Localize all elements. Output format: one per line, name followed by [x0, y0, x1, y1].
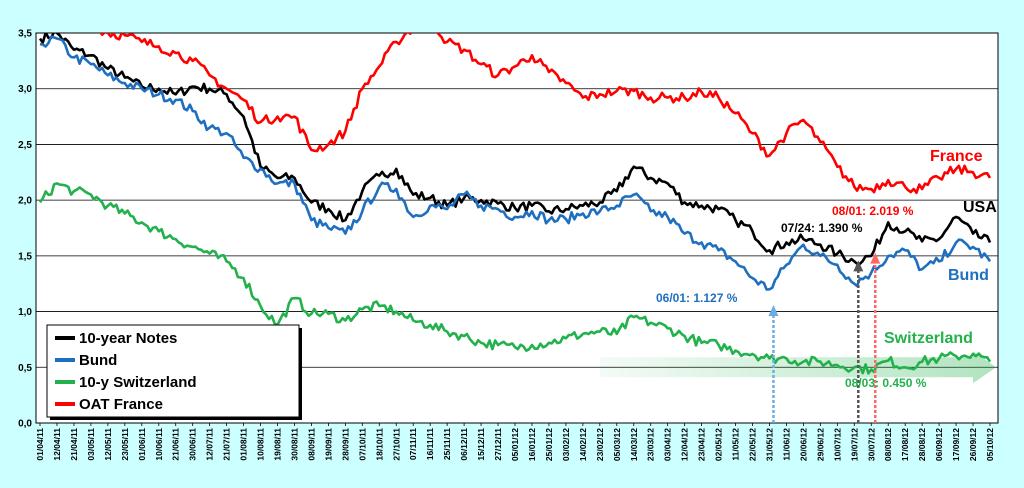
x-tick-label: 03/05/11	[86, 428, 96, 461]
x-tick-label: 19/08/11	[273, 428, 283, 461]
x-tick-label: 23/02/12	[595, 428, 605, 461]
x-tick-label: 07/10/11	[357, 428, 367, 461]
x-tick-label: 12/04/11	[52, 428, 62, 461]
annotation-guides	[768, 252, 881, 423]
x-tick-label: 29/06/12	[815, 428, 825, 461]
series-end-labels: France USA Bund Switzerland	[884, 148, 997, 347]
x-tick-label: 17/08/12	[900, 428, 910, 461]
x-tick-label: 22/05/12	[748, 428, 758, 461]
series-line-0	[38, 33, 992, 266]
x-tick-label: 16/11/11	[425, 428, 435, 460]
y-tick-label: 1,5	[18, 251, 32, 262]
series-end-label: Bund	[948, 267, 989, 284]
y-tick-label: 3,0	[18, 84, 32, 95]
x-tick-label: 17/09/12	[951, 428, 961, 461]
legend-entry: 10-y Switzerland	[79, 374, 197, 391]
series-line-1	[39, 35, 992, 291]
x-tick-label: 03/02/12	[561, 428, 571, 461]
x-tick-label: 14/03/12	[629, 428, 639, 461]
bund-low-guide-head	[768, 305, 779, 316]
annotation-label: 07/24: 1.390 %	[781, 221, 863, 235]
y-tick-label: 2,5	[18, 140, 32, 151]
series-line-2	[38, 182, 992, 375]
x-tick-label: 12/04/12	[680, 428, 690, 461]
x-tick-label: 06/12/11	[459, 428, 469, 461]
series-end-label: France	[930, 148, 983, 165]
x-tick-label: 30/08/11	[289, 428, 299, 461]
annotation-label: 08/03: 0.450 %	[845, 376, 927, 390]
france-low-guide-head	[870, 252, 881, 264]
x-tick-label: 07/11/11	[408, 428, 418, 460]
x-tick-label: 28/09/11	[340, 428, 350, 461]
x-tick-label: 23/04/12	[697, 428, 707, 461]
x-tick-label: 01/08/11	[239, 428, 249, 461]
y-tick-label: 1,0	[18, 307, 32, 318]
y-tick-label: 0,0	[18, 419, 32, 430]
x-tick-label: 05/03/12	[612, 428, 622, 461]
x-tick-label: 18/10/11	[374, 428, 384, 461]
legend-box	[46, 324, 300, 418]
x-tick-label: 10/06/11	[154, 428, 164, 461]
usa-low-guide-head	[853, 260, 864, 272]
y-tick-label: 2,0	[18, 196, 32, 207]
x-tick-label: 21/07/11	[222, 428, 232, 461]
legend-entry: 10-year Notes	[79, 330, 177, 347]
annotations: 06/01: 1.127 % 07/24: 1.390 % 08/01: 2.019…	[656, 204, 927, 390]
y-tick-label: 3,5	[18, 29, 32, 40]
legend: 10-year Notes Bund 10-y Switzerland OAT Fra…	[46, 324, 302, 420]
x-tick-label: 30/07/12	[866, 428, 876, 461]
legend-entry: Bund	[79, 352, 117, 369]
x-tick-label: 10/07/12	[832, 428, 842, 461]
trend-arrow-shape	[599, 351, 996, 384]
x-tick-label: 05/10/12	[985, 428, 995, 461]
series-line-3	[87, 33, 992, 194]
x-tick-label: 14/02/12	[578, 428, 588, 461]
y-tick-label: 0,5	[18, 363, 32, 374]
x-tick-label: 19/07/12	[849, 428, 859, 461]
x-tick-label: 21/06/11	[171, 428, 181, 461]
x-tick-label: 08/08/12	[883, 428, 893, 461]
x-tick-label: 11/05/12	[731, 428, 741, 461]
x-tick-label: 01/04/11	[35, 428, 45, 461]
x-tick-label: 16/01/12	[527, 428, 537, 461]
x-tick-label: 15/12/11	[476, 428, 486, 461]
trend-arrow	[599, 351, 996, 384]
annotation-label: 08/01: 2.019 %	[832, 204, 914, 218]
x-tick-label: 19/09/11	[323, 428, 333, 461]
series-end-label: Switzerland	[884, 330, 973, 347]
x-tick-label: 02/05/12	[714, 428, 724, 461]
legend-entry: OAT France	[79, 396, 163, 413]
x-tick-label: 23/05/11	[120, 428, 130, 461]
x-tick-label: 28/08/12	[917, 428, 927, 461]
x-tick-label: 25/01/12	[544, 428, 554, 461]
x-tick-label: 05/01/12	[510, 428, 520, 461]
x-tick-label: 10/08/11	[256, 428, 266, 461]
x-axis-ticks: 01/04/11 12/04/11 21/04/11 03/05/11 12/05/11…	[35, 423, 995, 461]
x-tick-label: 20/06/12	[798, 428, 808, 461]
y-axis-ticks: 0,0 0,5 1,0 1,5 2,0 2,5 3,0 3,5	[18, 29, 32, 430]
series-lines	[38, 33, 992, 375]
x-tick-label: 27/12/11	[493, 428, 503, 461]
x-tick-label: 23/03/12	[646, 428, 656, 461]
x-tick-label: 08/09/11	[306, 428, 316, 461]
x-tick-label: 27/10/11	[391, 428, 401, 461]
x-tick-label: 26/09/12	[968, 428, 978, 461]
x-tick-label: 11/06/12	[781, 428, 791, 461]
x-tick-label: 06/09/12	[934, 428, 944, 461]
x-tick-label: 12/07/11	[205, 428, 215, 461]
x-tick-label: 21/04/11	[69, 428, 79, 461]
x-tick-label: 25/11/11	[442, 428, 452, 460]
x-tick-label: 30/06/11	[188, 428, 198, 461]
annotation-label: 06/01: 1.127 %	[656, 291, 738, 305]
x-tick-label: 03/04/12	[663, 428, 673, 461]
x-tick-label: 01/06/11	[137, 428, 147, 461]
x-tick-label: 31/05/12	[764, 428, 774, 461]
x-tick-label: 12/05/11	[103, 428, 113, 461]
series-end-label: USA	[963, 199, 997, 216]
